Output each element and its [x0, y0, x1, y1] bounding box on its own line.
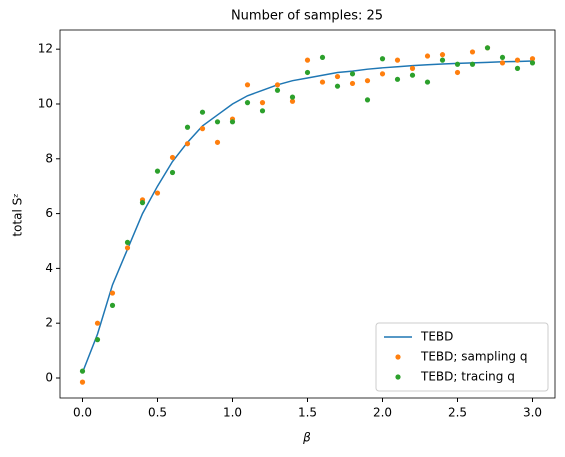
data-point [349, 80, 356, 87]
data-point [334, 83, 341, 89]
data-point [529, 56, 536, 62]
y-tick-label: 2 [45, 316, 53, 330]
y-tick-label: 6 [45, 206, 53, 220]
data-point [394, 57, 401, 63]
data-point [484, 45, 491, 51]
y-tick-label: 10 [38, 96, 53, 110]
data-point [409, 65, 416, 71]
data-point [169, 154, 176, 161]
data-point [274, 87, 281, 93]
data-point [139, 200, 146, 206]
data-point [244, 100, 251, 106]
data-point [259, 100, 266, 106]
y-tick-label: 8 [45, 151, 53, 165]
data-point [424, 53, 431, 59]
legend-label: TEBD [420, 330, 453, 344]
data-point [214, 139, 221, 145]
data-point [229, 119, 236, 125]
data-point [184, 141, 191, 147]
y-tick-label: 12 [38, 42, 53, 56]
data-point [259, 108, 266, 114]
data-point [349, 71, 356, 77]
legend-label: TEBD; sampling q [420, 350, 527, 364]
legend-label: TEBD; tracing q [420, 370, 515, 384]
data-point [304, 69, 311, 76]
data-point [469, 49, 476, 55]
data-point [289, 94, 296, 100]
data-point [319, 54, 326, 61]
x-tick-label: 0.0 [73, 406, 92, 420]
data-point [454, 61, 461, 67]
data-point [109, 302, 116, 308]
data-point [364, 78, 371, 84]
data-point [79, 368, 86, 374]
data-point [364, 97, 371, 103]
x-tick-label: 2.5 [448, 406, 467, 420]
data-point [469, 61, 476, 67]
data-point [424, 79, 431, 85]
data-point [454, 69, 461, 76]
data-point [169, 169, 176, 176]
data-point [499, 60, 506, 66]
data-point [199, 126, 206, 132]
x-tick-label: 1.0 [223, 406, 242, 420]
data-point [154, 168, 161, 174]
y-tick-label: 0 [45, 370, 53, 384]
x-tick-label: 3.0 [523, 406, 542, 420]
data-point [379, 71, 386, 77]
data-point [94, 320, 101, 326]
x-tick-label: 2.0 [373, 406, 392, 420]
data-point [514, 65, 521, 71]
plot-frame [59, 29, 556, 399]
data-point [514, 57, 521, 63]
data-point [439, 57, 446, 63]
data-point [109, 290, 116, 296]
data-point [154, 190, 161, 196]
data-point [199, 109, 206, 115]
data-point [379, 56, 386, 62]
data-point [79, 379, 86, 385]
data-point [184, 124, 191, 130]
chart-title: Number of samples: 25 [231, 9, 383, 24]
x-axis-label: β [302, 431, 311, 445]
data-point [124, 239, 131, 245]
legend-swatch [395, 374, 401, 380]
data-point [214, 119, 221, 125]
data-point [409, 72, 416, 78]
data-point [334, 73, 341, 80]
legend-box [375, 322, 549, 392]
legend-swatch [395, 354, 401, 360]
data-point [319, 79, 326, 85]
data-point [289, 98, 296, 104]
data-point [394, 76, 401, 82]
data-point [124, 245, 131, 251]
y-axis-label: total Sᶻ [11, 193, 25, 236]
data-point [499, 54, 506, 61]
data-point [439, 52, 446, 58]
data-point [529, 60, 536, 66]
data-point [244, 82, 251, 88]
data-point [94, 337, 101, 343]
x-tick-label: 0.5 [148, 406, 167, 420]
x-tick-label: 1.5 [298, 406, 317, 420]
data-point [274, 82, 281, 88]
y-tick-label: 4 [45, 261, 53, 275]
data-point [304, 57, 311, 63]
